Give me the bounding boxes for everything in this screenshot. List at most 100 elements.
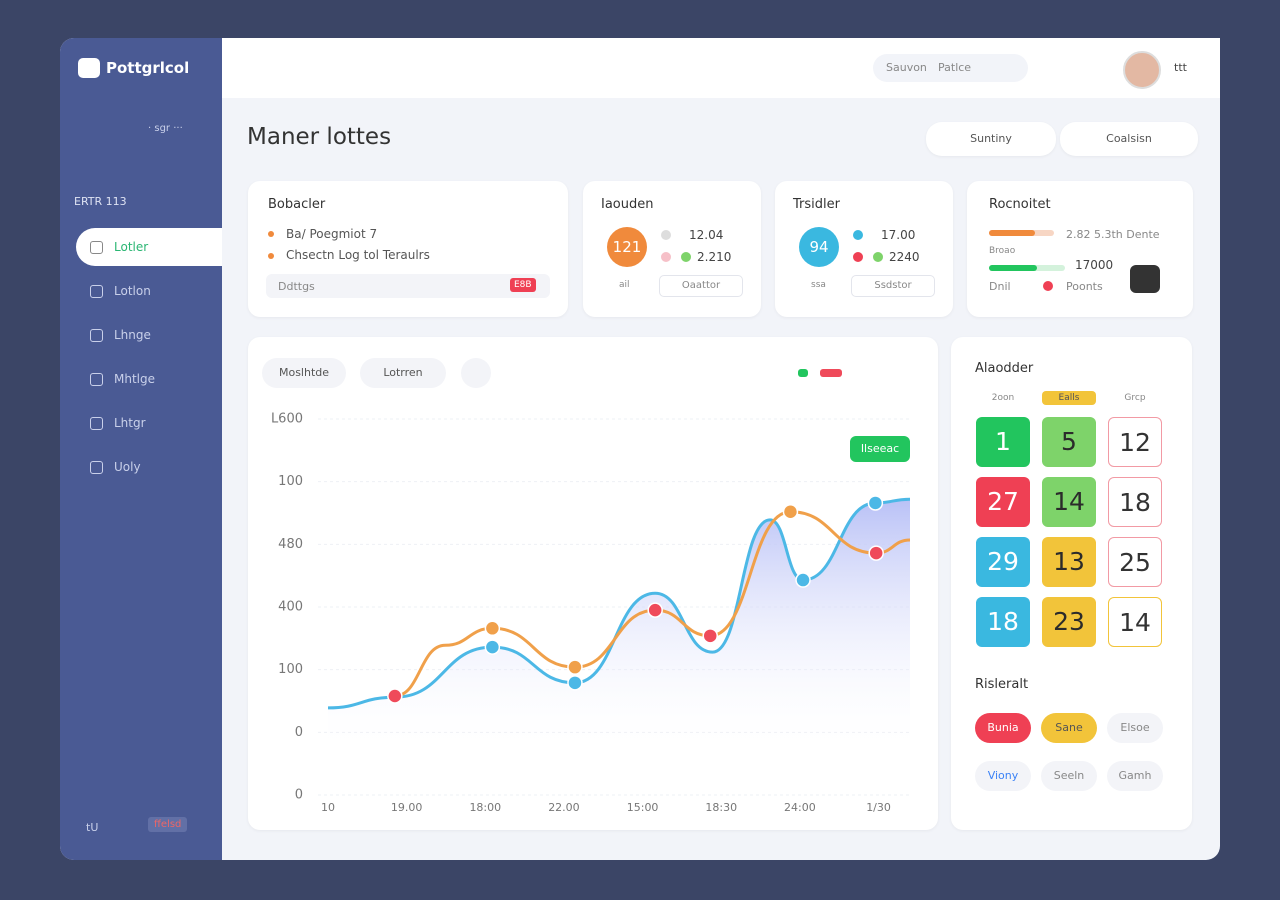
stat-value: 17.00 [881,228,916,242]
marker [387,688,403,704]
calendar-day[interactable]: 5 [1042,417,1096,467]
filter-pill[interactable]: Elsoe [1107,713,1163,743]
dot [681,252,691,262]
nav-item[interactable]: Lhtgr [114,416,146,430]
nav-icon [90,461,103,474]
filter-pill[interactable]: Sane [1041,713,1097,743]
page-title: Maner lottes [247,124,392,150]
y-tick-label: 480 [278,537,303,552]
report-text: Dnil [989,280,1011,293]
dot [873,252,883,262]
marker [782,503,799,520]
progress-track [989,230,1054,236]
dropdown-button[interactable] [1130,265,1160,293]
topbar [222,38,1220,98]
calendar-day[interactable]: 18 [976,597,1030,647]
calendar-day[interactable]: 29 [976,537,1030,587]
dot [853,252,863,262]
calendar-header: 2oon [991,393,1015,403]
calendar-day[interactable]: 27 [976,477,1030,527]
search: Sauvon [886,61,927,74]
x-tick-label: 19.00 [391,801,423,814]
nav-icon [90,329,103,342]
calendar-header: Grcp [1124,393,1146,403]
x-tick-label: 15:00 [627,801,659,814]
x-tick-label: 1/30 [866,801,891,814]
header-button[interactable]: Coalsisn [1060,122,1198,156]
y-tick-label: 100 [278,474,303,489]
calendar-day[interactable]: 18 [1108,477,1162,527]
y-tick-label: 0 [295,788,303,803]
header-button[interactable]: Suntiny [926,122,1056,156]
chart-nav[interactable] [461,358,491,388]
tag: E8B [510,278,536,292]
nav-item[interactable]: Uoly [114,460,141,474]
stat-label: ssa [811,280,826,290]
stat-button[interactable]: Ssdstor [851,275,935,297]
calendar-header: Ealls [1042,391,1096,405]
calendar-day[interactable]: 12 [1108,417,1162,467]
line-chart: 0 0 100 400 480 100 L600 10 19.00 18:00 22.00 15:00… [271,412,911,814]
marker [567,675,583,691]
y-tick-label: 400 [278,600,303,615]
nav-icon [90,285,103,298]
nav-item[interactable]: Mhtlge [114,372,155,386]
chart-tab[interactable]: Moslhtde [262,358,346,388]
stat-value: 2.210 [697,250,732,264]
stat-button[interactable]: Oaattor [659,275,743,297]
card-title: Rocnoitet [989,197,1051,212]
calendar-day[interactable]: 14 [1108,597,1162,647]
input-text: Ddttgs [278,280,315,293]
filter-pill[interactable]: Viony [975,761,1031,791]
nav-item[interactable]: Lotlon [114,284,151,298]
report-text: 17000 [1075,258,1114,272]
marker [647,602,663,618]
dot [661,230,671,240]
area [328,499,910,755]
marker [795,572,811,588]
footer: tU [86,821,99,834]
logo-icon [78,58,100,78]
stat-value: 12.04 [689,228,724,242]
marker [868,545,884,561]
menu-hint: · sgr ··· [148,123,183,134]
calendar-day[interactable]: 25 [1108,537,1162,587]
avatar[interactable] [1123,51,1161,89]
stat-badge: 94 [799,227,839,267]
marker [484,620,501,637]
search-box[interactable] [873,54,1028,82]
calendar-day[interactable]: 23 [1042,597,1096,647]
filter-pill[interactable]: Bunia [975,713,1031,743]
nav-icon [90,241,103,254]
calendar-day[interactable]: 1 [976,417,1030,467]
section-title: Risleralt [975,677,1029,692]
chart-tab[interactable]: Lotrren [360,358,446,388]
filter-pill[interactable]: Gamh [1107,761,1163,791]
bullet [268,231,274,237]
nav-item[interactable]: Lotler [76,228,222,266]
report-text: 2.82 5.3th Dente [1066,228,1160,241]
x-tick-label: 22.00 [548,801,580,814]
calendar-day[interactable]: 13 [1042,537,1096,587]
calendar-day[interactable]: 14 [1042,477,1096,527]
filter: Patlce [938,61,972,74]
stat-badge: 121 [607,227,647,267]
marker [484,639,501,655]
report-text: Broao [989,246,1016,256]
dot [1043,281,1053,291]
marker [567,659,583,675]
legend-dot [798,369,808,377]
sidebar: Pottgrlcol · sgr ··· ERTR 113 tU ffelsd [60,38,222,860]
nav-item[interactable]: Lhnge [114,328,151,342]
input[interactable] [266,274,550,298]
filter-pill[interactable]: Seeln [1041,761,1097,791]
nav-icon [90,373,103,386]
card-title: Iaouden [601,197,654,212]
logo: Pottgrlcol [106,59,190,77]
x-tick-label: 10 [321,801,335,814]
y-tick-label: 100 [278,662,303,677]
marker [702,628,718,644]
x-tick-label: 18:00 [469,801,501,814]
topbar-menu[interactable]: ttt [1174,61,1187,74]
